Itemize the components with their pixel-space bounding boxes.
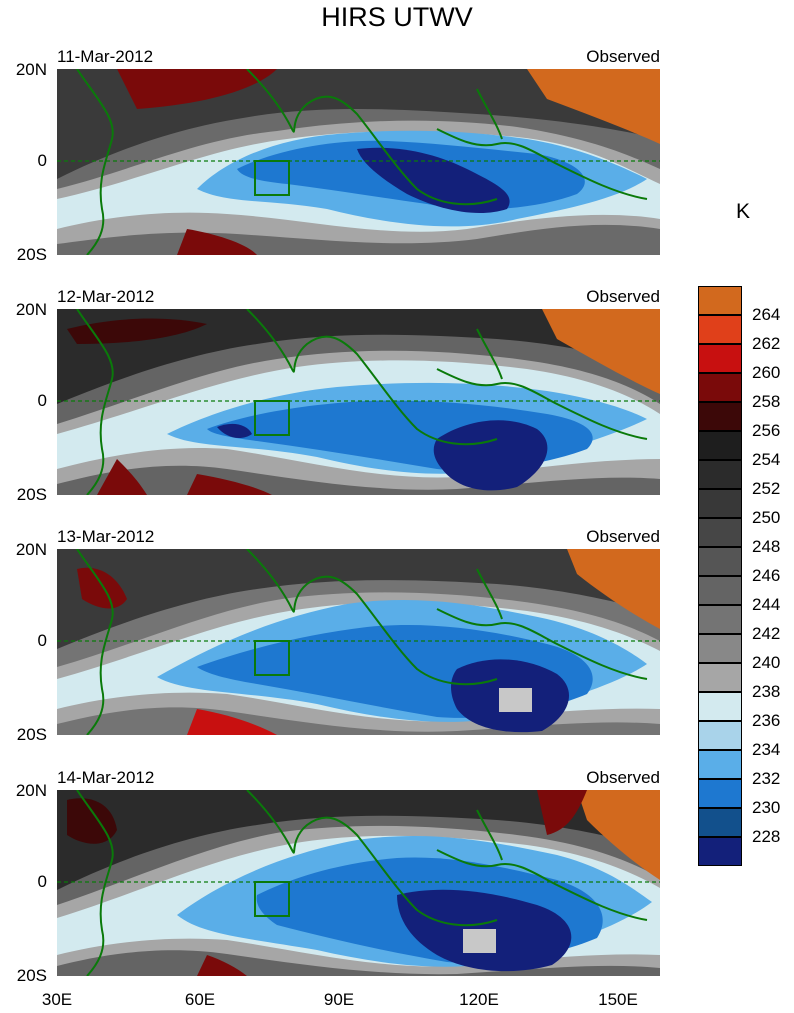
utwv-map — [57, 790, 660, 976]
colorbar-label: 228 — [752, 827, 781, 846]
colorbar-label: 246 — [752, 566, 781, 585]
colorbar-swatch — [698, 837, 742, 866]
lon-label-30e: 30E — [41, 990, 73, 1009]
map-panel-4: 14-Mar-2012 Observed 20N 0 20S — [16, 768, 660, 985]
panel-source-label: Observed — [586, 768, 660, 787]
lat-label-20s: 20S — [16, 725, 47, 744]
colorbar-swatch — [698, 634, 742, 663]
colorbar-swatch — [698, 663, 742, 692]
colorbar-label: 250 — [752, 508, 781, 527]
colorbar-label: 254 — [752, 450, 781, 469]
lat-label-20s: 20S — [16, 245, 47, 264]
colorbar-swatch — [698, 518, 742, 547]
lat-label-20s: 20S — [16, 485, 47, 504]
colorbar-swatch — [698, 547, 742, 576]
lon-label-150e: 150E — [598, 990, 638, 1009]
colorbar-label: 260 — [752, 363, 781, 382]
colorbar-swatch — [698, 344, 742, 373]
colorbar-label: 242 — [752, 624, 781, 643]
colorbar-label: 248 — [752, 537, 781, 556]
lat-label-0: 0 — [37, 391, 47, 410]
colorbar-label: 256 — [752, 421, 781, 440]
colorbar-label: 240 — [752, 653, 781, 672]
lat-label-20n: 20N — [15, 60, 47, 79]
colorbar-swatch — [698, 460, 742, 489]
colorbar-swatch — [698, 402, 742, 431]
lat-label-0: 0 — [37, 872, 47, 891]
panel-date: 13-Mar-2012 — [57, 527, 155, 546]
lat-label-20n: 20N — [15, 300, 47, 319]
colorbar-swatch — [698, 431, 742, 460]
colorbar-units: K — [736, 200, 751, 223]
colorbar-label: 232 — [752, 769, 781, 788]
colorbar-swatch — [698, 373, 742, 402]
utwv-map — [57, 309, 660, 495]
panel-source-label: Observed — [586, 527, 660, 546]
lat-label-20s: 20S — [16, 966, 47, 985]
colorbar-swatch — [698, 315, 742, 344]
colorbar-swatch — [698, 576, 742, 605]
panel-source-label: Observed — [586, 287, 660, 306]
utwv-map — [57, 69, 660, 255]
figure-title: HIRS UTWV — [321, 2, 473, 32]
colorbar-label: 234 — [752, 740, 781, 759]
colorbar-label: 238 — [752, 682, 781, 701]
lat-label-20n: 20N — [15, 540, 47, 559]
map-panel-2: 12-Mar-2012 Observed 20N 0 20S — [16, 287, 660, 504]
lat-label-20n: 20N — [15, 781, 47, 800]
lat-label-0: 0 — [37, 631, 47, 650]
map-panel-1: 11-Mar-2012 Observed 20N 0 20S — [16, 47, 660, 264]
lon-label-90e: 90E — [323, 990, 355, 1009]
colorbar-swatch — [698, 489, 742, 518]
colorbar-label: 252 — [752, 479, 781, 498]
colorbar-label: 262 — [752, 334, 781, 353]
colorbar-label: 264 — [752, 305, 781, 324]
colorbar-label: 230 — [752, 798, 781, 817]
colorbar-swatch — [698, 750, 742, 779]
panel-date: 14-Mar-2012 — [57, 768, 155, 787]
colorbar-label: 236 — [752, 711, 781, 730]
lat-label-0: 0 — [37, 151, 47, 170]
colorbar-label: 258 — [752, 392, 781, 411]
colorbar-swatch — [698, 605, 742, 634]
colorbar-swatch — [698, 286, 742, 315]
colorbar-swatch — [698, 692, 742, 721]
panel-date: 12-Mar-2012 — [57, 287, 155, 306]
colorbar-swatch — [698, 779, 742, 808]
utwv-map — [57, 549, 660, 735]
lon-label-60e: 60E — [184, 990, 216, 1009]
colorbar-label: 244 — [752, 595, 781, 614]
panel-date: 11-Mar-2012 — [57, 47, 154, 66]
colorbar-swatch — [698, 721, 742, 750]
panel-source-label: Observed — [586, 47, 660, 66]
colorbar-swatch — [698, 808, 742, 837]
lon-label-120e: 120E — [459, 990, 499, 1009]
map-panel-3: 13-Mar-2012 Observed 20N 0 20S — [16, 527, 660, 744]
